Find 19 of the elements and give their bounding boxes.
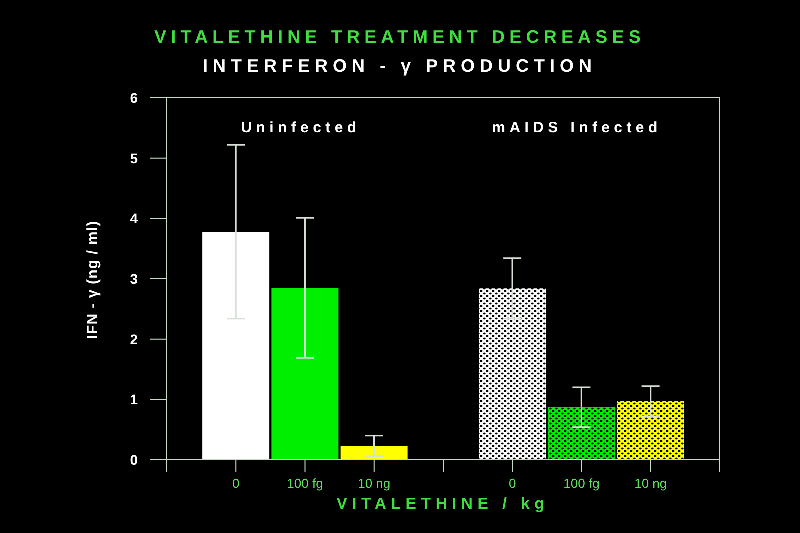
y-tick-label: 3 (130, 270, 138, 287)
chart-title: VITALETHINE TREATMENT DECREASES (154, 27, 646, 47)
y-tick-label: 5 (130, 150, 138, 166)
y-tick-label: 1 (130, 392, 138, 408)
x-tick-label: 10 ng (634, 476, 668, 491)
x-tick-label: 0 (509, 476, 516, 491)
y-tick-label: 4 (130, 210, 138, 227)
y-tick-label: 6 (130, 90, 138, 106)
annotation: Uninfected (241, 120, 361, 136)
x-axis-title: VITALETHINE / kg (336, 496, 550, 514)
x-tick-label: 100 fg (564, 476, 600, 491)
annotation: mAIDS Infected (492, 120, 662, 136)
x-tick-label: 10 ng (358, 476, 391, 491)
x-tick-label: 0 (232, 476, 240, 491)
x-tick-label: 100 fg (287, 476, 324, 491)
y-tick-label: 0 (130, 452, 138, 468)
y-axis-title: IFN - γ (ng / ml) (84, 220, 102, 340)
chart-subtitle: INTERFERON - γ PRODUCTION (202, 56, 597, 76)
y-tick-label: 2 (130, 331, 138, 348)
